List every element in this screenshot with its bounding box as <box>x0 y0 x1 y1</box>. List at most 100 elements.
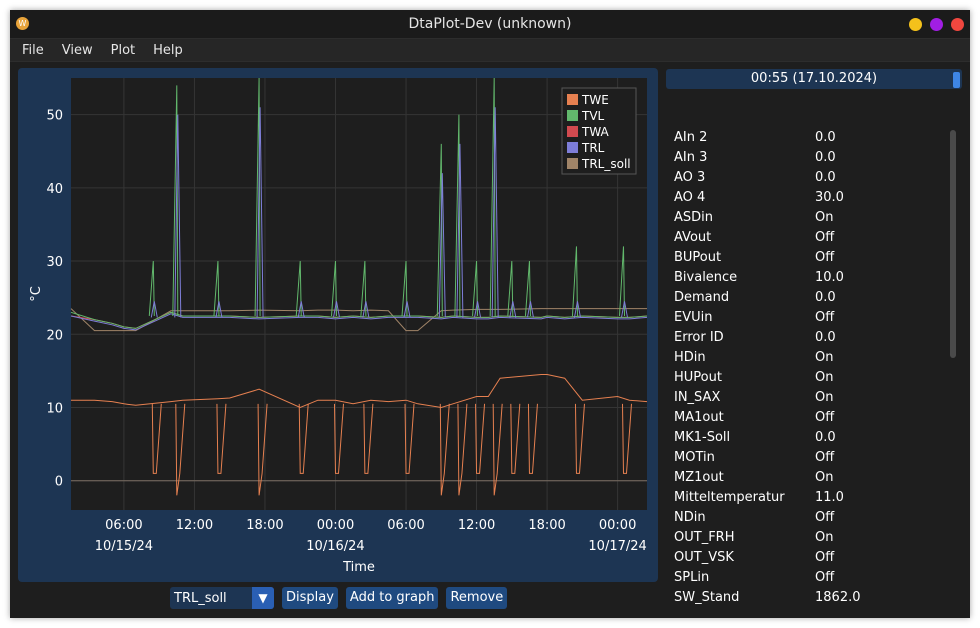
tvl-spike <box>489 77 496 316</box>
property-value: 0.0 <box>815 130 836 145</box>
trl-spike <box>456 143 464 318</box>
series-select[interactable]: TRL_soll ▼ <box>170 587 274 609</box>
property-value: Off <box>815 550 835 565</box>
chevron-down-icon[interactable]: ▼ <box>252 587 274 609</box>
minimize-button[interactable] <box>909 18 922 31</box>
property-name: Mitteltemperatur <box>674 490 785 505</box>
trl-spike <box>620 301 628 318</box>
trl-spike <box>362 301 370 318</box>
property-value: 0.0 <box>815 330 836 345</box>
property-name: AVout <box>674 230 712 245</box>
remove-button[interactable]: Remove <box>446 587 508 609</box>
trl-spike <box>256 107 264 318</box>
property-value: On <box>815 470 834 485</box>
timestamp-slider[interactable]: 00:55 (17.10.2024) <box>666 69 962 89</box>
property-row: MK1-Soll 0.0 <box>674 428 944 448</box>
add-to-graph-button[interactable]: Add to graph <box>345 587 439 609</box>
trl-spike <box>150 301 158 318</box>
menu-plot[interactable]: Plot <box>110 42 136 58</box>
series-line-tvl <box>70 311 648 329</box>
tvl-spike <box>213 261 220 317</box>
tvl-spike <box>172 85 179 316</box>
property-value: 0.0 <box>815 150 836 165</box>
property-value: 1862.0 <box>815 590 861 605</box>
property-name: SW_Stand <box>674 590 740 605</box>
property-name: OUT_FRH <box>674 530 735 545</box>
property-row: Mitteltemperatur 11.0 <box>674 488 944 508</box>
series-line-trl <box>70 313 648 331</box>
y-tick-label: 50 <box>46 109 63 124</box>
property-value: Off <box>815 510 835 525</box>
tvl-spike <box>148 261 155 317</box>
property-row: HUPout On <box>674 368 944 388</box>
x-tick-label: 12:00 <box>176 518 213 533</box>
y-tick-label: 30 <box>46 255 63 270</box>
y-tick-label: 10 <box>46 401 63 416</box>
property-row: ASDin On <box>674 208 944 228</box>
property-name: Bivalence <box>674 270 738 285</box>
property-name: Demand <box>674 290 730 305</box>
property-name: EVUin <box>674 310 713 325</box>
property-row: HDin On <box>674 348 944 368</box>
x-tick-label: 12:00 <box>458 518 495 533</box>
property-row: IN_SAX On <box>674 388 944 408</box>
tvl-spike <box>571 246 578 316</box>
trl-spike <box>491 107 499 318</box>
property-row: OUT_VSK Off <box>674 548 944 568</box>
temperature-chart[interactable]: 0 10 20 30 40 50 06:00 10/15/24 12:00 18:00 00:00 1… <box>18 68 658 582</box>
property-name: AIn 2 <box>674 130 708 145</box>
property-row: MOTin Off <box>674 448 944 468</box>
twe-dip <box>574 403 585 474</box>
plot-panel[interactable]: 0 10 20 30 40 50 06:00 10/15/24 12:00 18:00 00:00 1… <box>18 68 658 582</box>
legend-label: TWA <box>581 125 610 139</box>
chart-legend: TWE TVL TWA TRL TRL_soll <box>561 87 637 175</box>
title-bar[interactable]: W DtaPlot-Dev (unknown) <box>10 10 970 38</box>
legend-label: TVL <box>581 109 605 123</box>
timestamp-label: 00:55 (17.10.2024) <box>750 71 878 86</box>
property-row: EVUin Off <box>674 308 944 328</box>
twe-dip <box>510 403 521 474</box>
twe-dip <box>475 403 486 474</box>
trl-spike <box>332 301 340 318</box>
property-value: 0.0 <box>815 430 836 445</box>
property-row: BUPout Off <box>674 248 944 268</box>
property-name: AO 4 <box>674 190 706 205</box>
property-name: AIn 3 <box>674 150 708 165</box>
timestamp-slider-handle[interactable] <box>953 72 960 88</box>
property-value: Off <box>815 250 835 265</box>
series-select-value: TRL_soll <box>174 590 227 606</box>
property-value: Off <box>815 570 835 585</box>
property-value: 11.0 <box>815 490 844 505</box>
properties-panel: 00:55 (17.10.2024) AIn 2 0.0 AIn 3 0.0 AO 3 0… <box>666 68 962 618</box>
twe-dip <box>257 403 268 496</box>
twe-dip <box>151 403 162 474</box>
y-axis-title: °C <box>29 286 44 302</box>
menu-help[interactable]: Help <box>153 42 183 58</box>
property-name: ASDin <box>674 210 714 225</box>
property-value: 30.0 <box>815 190 844 205</box>
menu-view[interactable]: View <box>61 42 93 58</box>
close-button[interactable] <box>951 18 964 31</box>
app-logo-icon: W <box>16 17 29 30</box>
tvl-spike <box>360 261 367 317</box>
property-row: Demand 0.0 <box>674 288 944 308</box>
twe-dip <box>439 403 450 496</box>
property-value: 0.0 <box>815 170 836 185</box>
property-value: Off <box>815 310 835 325</box>
trl-spike <box>174 114 182 318</box>
property-name: NDin <box>674 510 706 525</box>
display-button[interactable]: Display <box>282 587 338 609</box>
tvl-spike <box>330 261 337 317</box>
menu-file[interactable]: File <box>22 42 44 58</box>
property-name: BUPout <box>674 250 722 265</box>
property-value: On <box>815 350 834 365</box>
property-row: AVout Off <box>674 228 944 248</box>
x-tick-label: 06:00 <box>105 518 142 533</box>
property-name: OUT_VSK <box>674 550 734 565</box>
app-window: W DtaPlot-Dev (unknown) File View Plot H… <box>10 10 970 618</box>
y-tick-label: 40 <box>46 182 63 197</box>
plot-controls: TRL_soll ▼ Display Add to graph Remove <box>170 587 508 609</box>
maximize-button[interactable] <box>930 18 943 31</box>
property-name: HDin <box>674 350 706 365</box>
property-list-scrollbar[interactable] <box>950 130 956 358</box>
